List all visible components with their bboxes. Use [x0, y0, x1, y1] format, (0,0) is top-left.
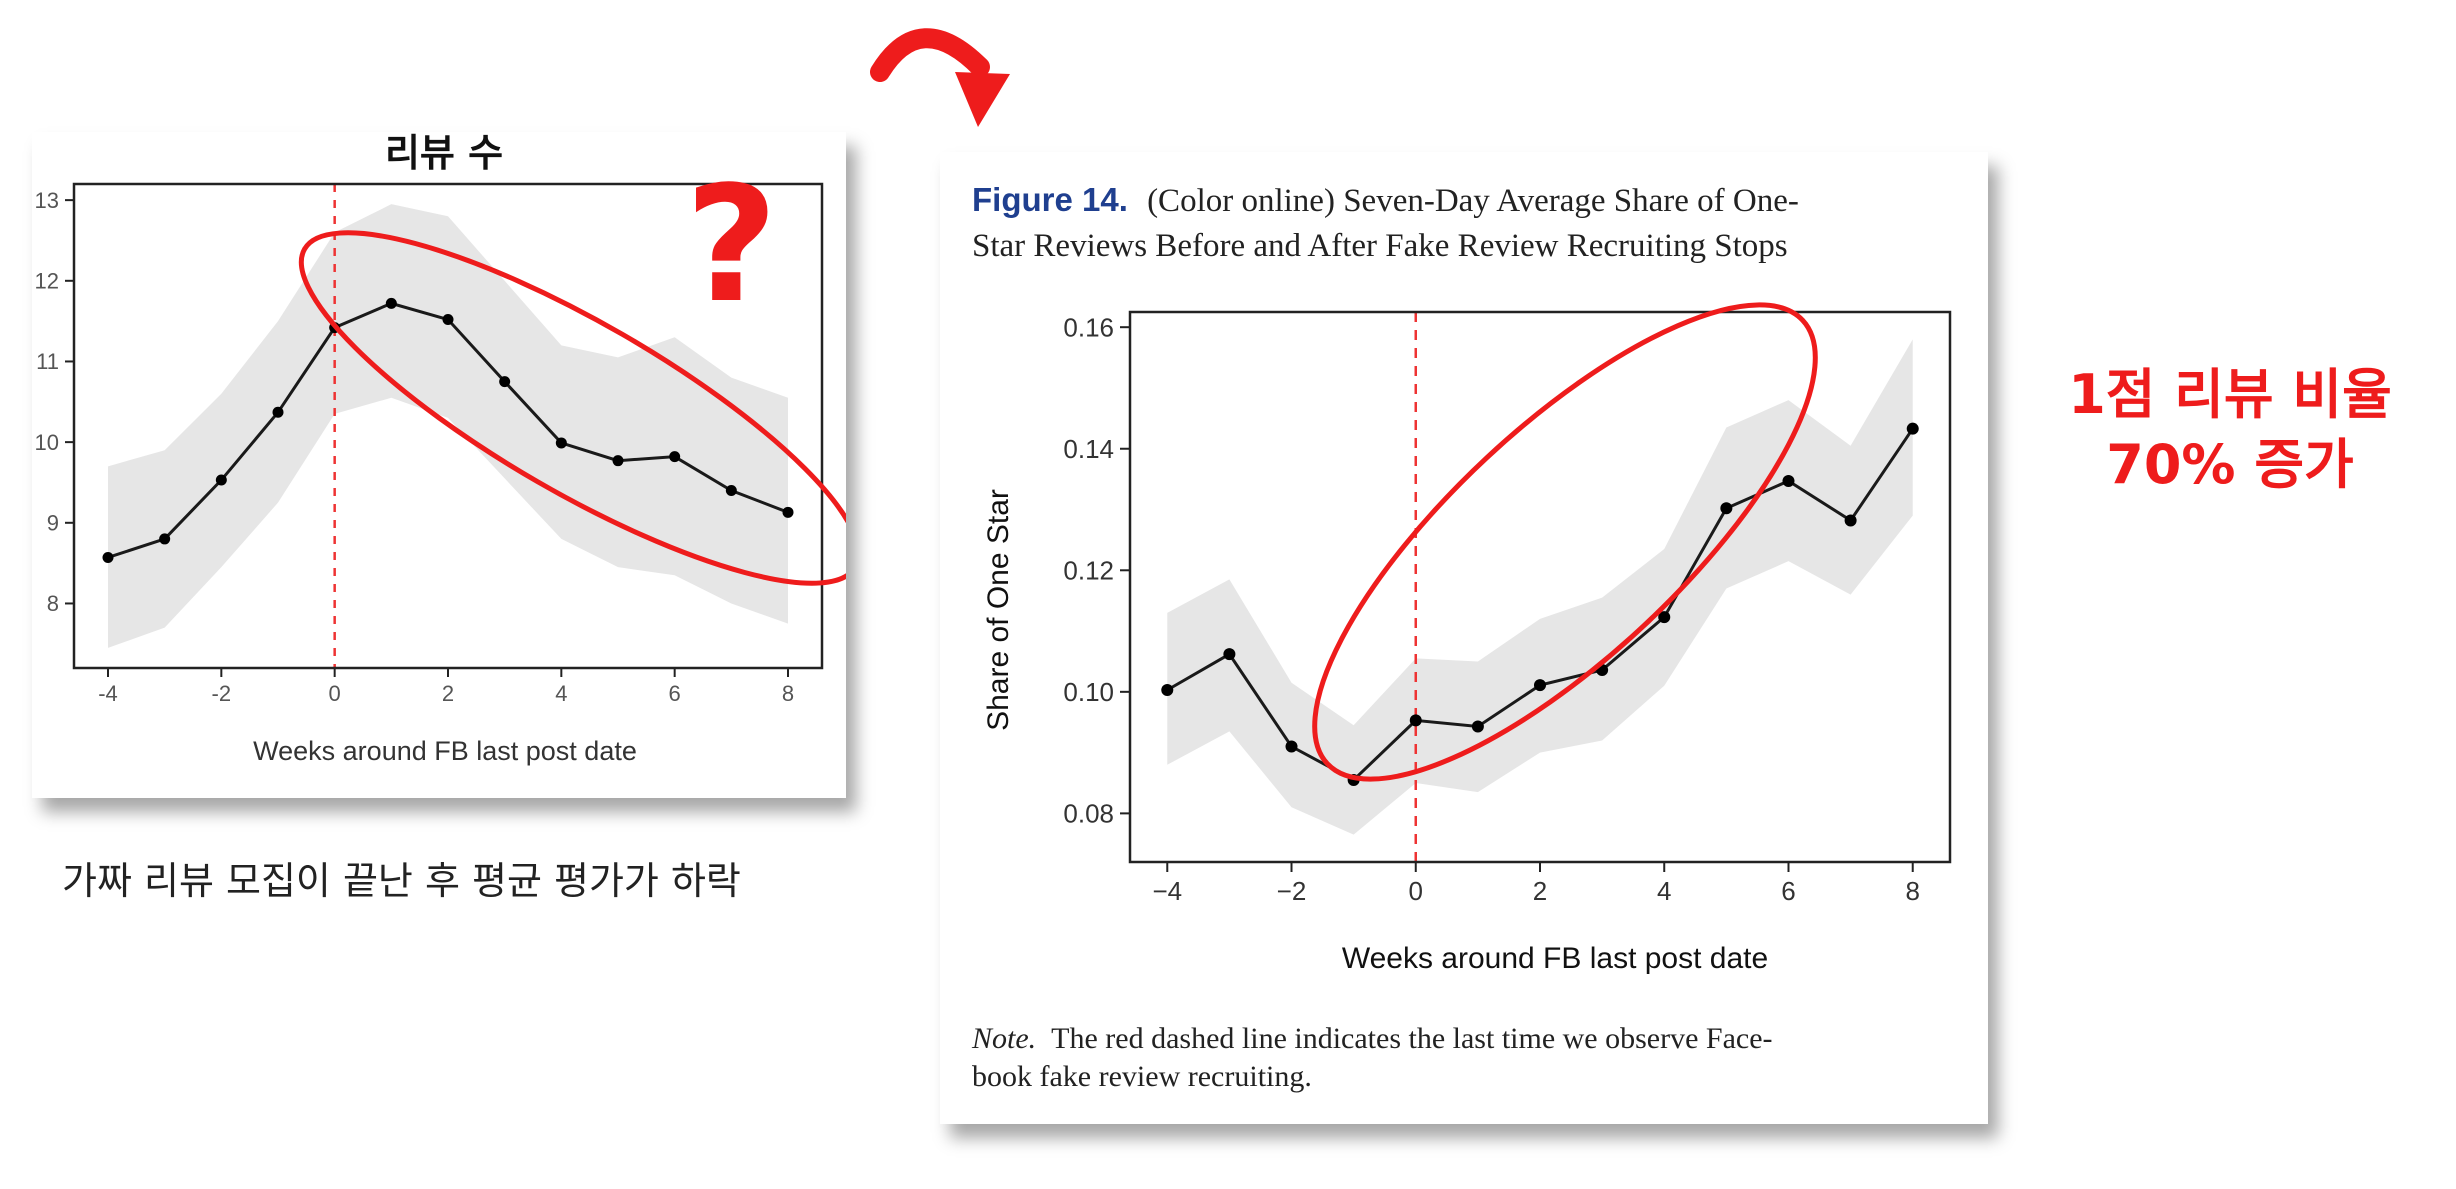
right-plot-area: −4 −2 0 2 4 6 8 0.08 0.10 0.12 0.14 0.16: [1063, 310, 1952, 906]
right-data-point: [1409, 714, 1422, 727]
left-y-tick-label: 13: [35, 188, 59, 213]
right-y-tick-label: 0.08: [1063, 798, 1114, 828]
right-data-point: [1782, 474, 1795, 487]
curved-arrow-icon: [870, 28, 1010, 127]
left-data-point: [499, 376, 511, 388]
right-x-tick-label: 0: [1409, 876, 1423, 906]
figure-title-line1: Figure 14. (Color online) Seven-Day Aver…: [972, 181, 1799, 219]
figure-title-text: (Color online) Seven-Day Average Share o…: [1147, 183, 1799, 219]
right-data-point: [1844, 514, 1857, 527]
right-x-tick-label: 8: [1905, 876, 1919, 906]
left-data-point: [782, 506, 794, 518]
left-data-point: [102, 551, 114, 563]
left-data-point: [159, 533, 171, 545]
right-data-point: [1285, 740, 1298, 753]
left-chart-panel: 리뷰 수 Weeks around FB last post date -4 -2…: [32, 131, 862, 798]
right-data-point: [1658, 611, 1671, 624]
right-x-tick-label: −4: [1152, 876, 1182, 906]
right-x-axis-label: Weeks around FB last post date: [1342, 942, 1768, 975]
right-x-tick-label: 4: [1657, 876, 1671, 906]
left-x-tick-label: 4: [555, 681, 567, 706]
callout-line1: 1점 리뷰 비율: [2068, 363, 2392, 426]
left-x-axis-label: Weeks around FB last post date: [253, 736, 637, 766]
right-y-axis-label: Share of One Star: [982, 489, 1015, 731]
right-data-point: [1534, 679, 1546, 692]
note-label: Note.: [971, 1022, 1036, 1055]
left-data-point: [442, 314, 454, 326]
left-y-tick-label: 12: [35, 269, 59, 294]
figure-title-line2: Star Reviews Before and After Fake Revie…: [972, 228, 1788, 264]
right-chart: Figure 14. (Color online) Seven-Day Aver…: [971, 181, 1952, 1093]
left-y-tick-label: 11: [36, 349, 59, 374]
left-x-tick-label: 6: [669, 681, 681, 706]
left-chart-title: 리뷰 수: [385, 132, 503, 175]
left-data-point: [725, 485, 737, 497]
note-line1: Note. The red dashed line indicates the …: [971, 1022, 1773, 1055]
right-x-tick-label: 6: [1781, 876, 1795, 906]
note-line2: book fake review recruiting.: [972, 1060, 1312, 1093]
left-x-tick-label: 0: [329, 681, 341, 706]
left-data-point: [272, 406, 284, 418]
figure-label: Figure 14.: [972, 181, 1128, 218]
note-text: The red dashed line indicates the last t…: [1051, 1022, 1772, 1055]
callout-text: 1점 리뷰 비율 70% 증가: [2050, 360, 2410, 500]
left-x-tick-label: -4: [98, 681, 118, 706]
right-y-tick-label: 0.10: [1063, 677, 1114, 707]
left-y-tick-label: 9: [47, 511, 59, 536]
left-confidence-band: [108, 204, 788, 648]
right-plot-border: [1128, 310, 1952, 864]
right-y-tick-label: 0.12: [1063, 555, 1114, 585]
right-data-point: [1720, 502, 1733, 515]
left-x-tick-label: 8: [782, 681, 794, 706]
left-x-tick-label: 2: [442, 681, 454, 706]
left-y-tick-label: 10: [35, 430, 59, 455]
left-caption: 가짜 리뷰 모집이 끝난 후 평균 평가가 하락: [62, 859, 741, 903]
right-data-point: [1161, 684, 1174, 697]
left-data-point: [215, 474, 227, 486]
right-x-tick-label: −2: [1277, 876, 1307, 906]
left-y-tick-label: 8: [47, 591, 59, 616]
left-plot-area: -4 -2 0 2 4 6 8 8 9 10 11 12 13: [35, 182, 824, 706]
left-data-point: [612, 455, 624, 467]
left-data-point: [669, 451, 681, 463]
right-y-tick-label: 0.14: [1063, 434, 1114, 464]
left-x-tick-label: -2: [212, 681, 232, 706]
right-y-tick-label: 0.16: [1063, 312, 1114, 342]
right-figure-panel: Figure 14. (Color online) Seven-Day Aver…: [940, 152, 1988, 1124]
right-data-point: [1471, 720, 1484, 733]
right-x-tick-label: 2: [1533, 876, 1547, 906]
right-data-point: [1906, 422, 1919, 435]
callout-line2: 70% 증가: [2106, 433, 2354, 496]
left-data-point: [385, 297, 397, 309]
right-confidence-band: [1167, 339, 1913, 835]
question-mark-icon: ?: [685, 151, 778, 338]
left-chart: 리뷰 수 Weeks around FB last post date -4 -2…: [35, 131, 862, 766]
right-highlight-ellipse: [1312, 302, 1818, 782]
right-data-point: [1223, 648, 1236, 661]
left-data-point: [555, 437, 567, 449]
